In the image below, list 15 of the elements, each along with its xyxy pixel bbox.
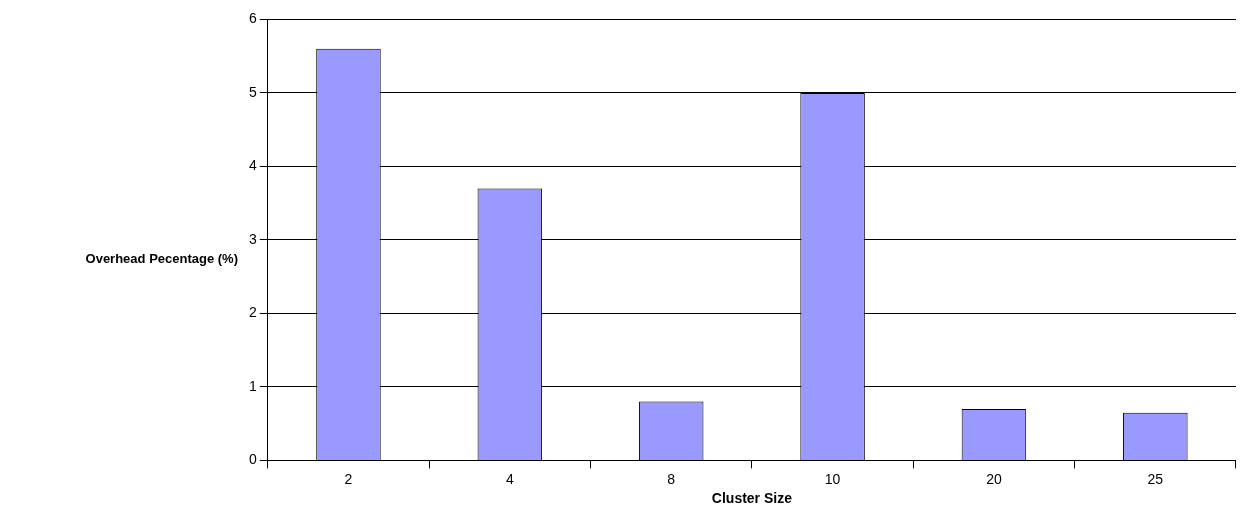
y-tick-label: 1 xyxy=(248,377,257,394)
x-tick-label: 20 xyxy=(986,470,1002,487)
x-tick-label: 10 xyxy=(824,470,841,487)
x-tick-label: 2 xyxy=(344,470,353,487)
x-tick-label: 8 xyxy=(667,470,676,487)
x-tick-label: 25 xyxy=(1147,470,1164,487)
x-axis-title: Cluster Size xyxy=(711,490,793,507)
x-tick-label: 4 xyxy=(505,470,514,487)
y-axis-title: Overhead Pecentage (%) xyxy=(84,250,239,266)
y-tick-label: 3 xyxy=(248,230,257,247)
y-tick-label: 0 xyxy=(248,451,257,468)
y-tick-label: 2 xyxy=(248,304,257,321)
y-tick-label: 6 xyxy=(248,10,257,27)
y-tick-label: 4 xyxy=(248,157,257,174)
y-tick-label: 5 xyxy=(248,83,257,100)
